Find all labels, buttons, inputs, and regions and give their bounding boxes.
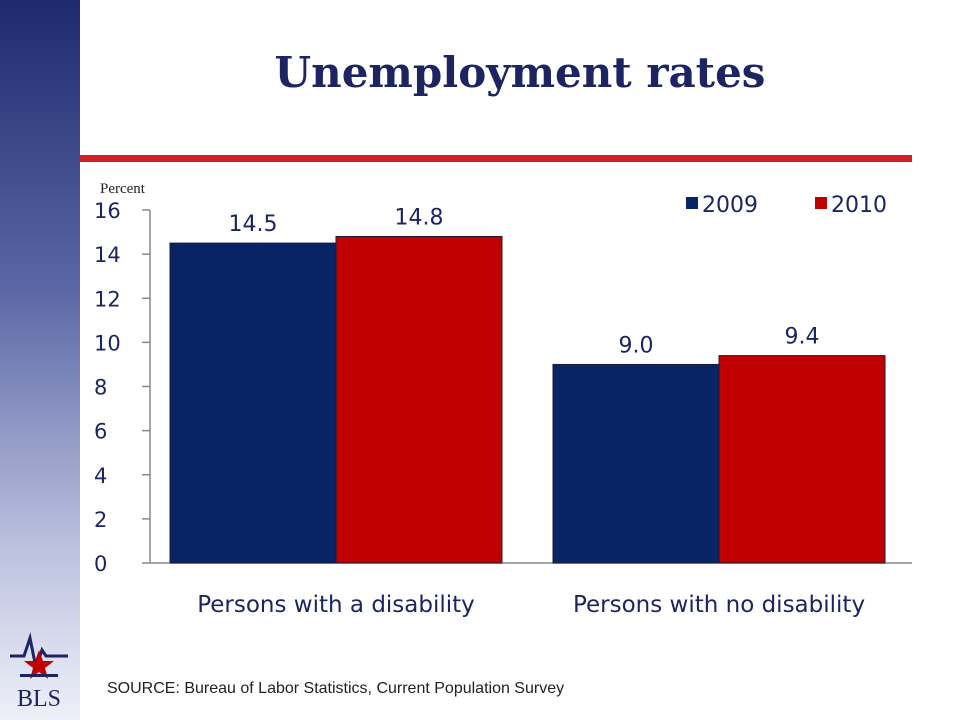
data-label: 9.4	[785, 325, 820, 350]
y-tick-label: 4	[94, 464, 107, 488]
data-label: 9.0	[619, 333, 654, 358]
y-axis-label: Percent	[100, 181, 146, 197]
bls-logo: BLS	[10, 632, 68, 710]
y-tick-label: 0	[94, 552, 107, 576]
bar-2009	[169, 242, 337, 564]
left-accent-bar	[0, 0, 80, 720]
legend-label: 2010	[831, 193, 887, 218]
legend-label: 2009	[702, 193, 758, 218]
y-tick-label: 10	[94, 331, 121, 355]
title-divider	[80, 155, 912, 162]
legend-swatch-2010	[815, 197, 827, 209]
x-category-label: Persons with no disability	[573, 592, 865, 618]
bar-2010	[718, 355, 886, 564]
logo-text: BLS	[17, 686, 61, 710]
y-tick-label: 14	[94, 243, 121, 267]
x-category-label: Persons with a disability	[197, 592, 475, 618]
data-label: 14.8	[395, 205, 444, 230]
legend-swatch-2009	[686, 197, 698, 209]
bar-2010	[335, 235, 503, 564]
y-tick-label: 6	[94, 420, 107, 444]
y-tick-label: 16	[94, 199, 121, 223]
bar-2009	[552, 363, 720, 564]
data-label: 14.5	[229, 212, 278, 237]
y-tick-label: 2	[94, 508, 107, 532]
slide-title: Unemployment rates	[274, 48, 766, 97]
y-tick-label: 12	[94, 287, 121, 311]
source-note: SOURCE: Bureau of Labor Statistics, Curr…	[107, 680, 565, 697]
y-tick-label: 8	[94, 376, 107, 400]
